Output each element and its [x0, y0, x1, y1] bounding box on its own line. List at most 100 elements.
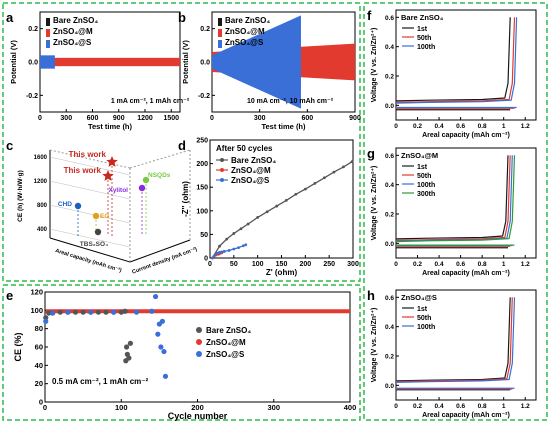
- series-point: [161, 348, 167, 355]
- x-tick-label: 0.8: [478, 403, 487, 410]
- legend-label: ZnSO₄@M: [53, 27, 93, 36]
- series-band: [40, 57, 180, 67]
- x-tick-label: 1.2: [521, 403, 530, 410]
- y-tick-label: 100: [30, 306, 43, 315]
- x-tick-label: 150: [276, 261, 288, 268]
- data-point-star: [106, 156, 118, 167]
- series-point: [265, 210, 269, 214]
- series-point: [43, 318, 49, 324]
- series-band: [212, 15, 301, 109]
- y-tick-label: 0: [204, 256, 208, 263]
- x-axis-label: Areal capacity (mAh cm⁻²): [422, 132, 510, 139]
- data-point: [92, 212, 100, 220]
- y-tick-label: 0.0: [200, 60, 210, 67]
- y-axis-label: CE (%): [13, 332, 23, 361]
- legend-swatch: [218, 40, 222, 48]
- series-point: [213, 253, 217, 257]
- panel-f: 0 0.2 0.4 0.6 0.8 1 1.2 0.0 0.2 0.4 0.6 Areal capac…: [370, 9, 537, 139]
- x-tick-label: 0.4: [435, 123, 444, 130]
- legend-label: 50th: [417, 315, 431, 322]
- series-point: [50, 310, 56, 316]
- x-tick-label: 200: [299, 261, 311, 268]
- y-tick-label: 0.6: [385, 295, 394, 302]
- series-band: [40, 55, 55, 69]
- series-point: [43, 315, 49, 321]
- series-point: [95, 309, 101, 315]
- x-axis-label: Cycle number: [168, 411, 228, 421]
- legend-marker: [196, 327, 202, 333]
- axis-left: [49, 237, 131, 263]
- legend-label: Bare ZnSO₄: [206, 326, 251, 335]
- chart-title: ZnSO₄@S: [401, 293, 437, 302]
- x-tick-label: 1.2: [521, 123, 530, 130]
- x-tick-label: 100: [115, 403, 128, 412]
- x-tick-label: 900: [113, 115, 125, 122]
- series-point: [244, 243, 248, 247]
- legend-label: 100th: [417, 44, 435, 51]
- legend-swatch: [46, 18, 50, 26]
- series-point: [275, 204, 279, 208]
- x-tick-label: 1: [502, 403, 506, 410]
- x-tick-label: 0.6: [456, 403, 465, 410]
- y-tick-label: 0.4: [385, 44, 394, 51]
- top-edge: [49, 149, 131, 169]
- series-point: [133, 309, 140, 315]
- panel-letter-c: c: [6, 138, 13, 153]
- x-tick-label: 50: [230, 261, 238, 268]
- y-axis-label: -Z'' (ohm): [181, 181, 190, 217]
- legend-label: 50th: [417, 173, 431, 180]
- y-tick-label: 40: [35, 361, 43, 370]
- legend-label: Bare ZnSO₄: [53, 16, 98, 25]
- y-tick-label: 0: [39, 398, 43, 407]
- x-tick-label: 0.2: [413, 261, 422, 268]
- series-point: [210, 256, 214, 260]
- panel-letter-d: d: [178, 138, 186, 153]
- series-point: [57, 309, 63, 315]
- y-axis-label: CE (h) (W·h/W·g): [17, 170, 24, 222]
- legend-label: Bare ZnSO₄: [231, 156, 276, 165]
- series-point: [225, 237, 229, 241]
- x-tick-label: 200: [191, 403, 204, 412]
- y-tick-label: 400: [37, 227, 48, 233]
- x-tick-label: 0.6: [456, 123, 465, 130]
- annotation: 0.5 mA cm⁻², 1 mAh cm⁻²: [52, 377, 149, 386]
- legend-label: ZnSO₄@M: [231, 166, 271, 175]
- x-tick-label: 1: [502, 261, 506, 268]
- series-line: [395, 17, 518, 104]
- y-tick-label: 0.4: [385, 182, 394, 189]
- series-point: [152, 293, 159, 300]
- x-tick-label: 400: [344, 403, 357, 412]
- chart-title: Bare ZnSO₄: [401, 13, 444, 22]
- legend-marker: [220, 168, 224, 172]
- x-tick-label: 0.4: [435, 261, 444, 268]
- y-axis-label: Voltage (V vs. Zn/Zn²⁺): [370, 28, 378, 103]
- series-point: [232, 247, 236, 251]
- series-line: [395, 17, 516, 103]
- series-point: [350, 160, 354, 164]
- y-tick-label: -0.2: [198, 93, 210, 100]
- legend-marker: [196, 339, 202, 345]
- x-tick-label: 300: [347, 261, 359, 268]
- data-point: [94, 228, 102, 236]
- legend-label: 300th: [417, 191, 435, 198]
- y-axis-label: Voltage (V vs. Zn/Zn²⁺): [370, 308, 378, 383]
- series-point: [303, 187, 307, 191]
- series-line: [395, 155, 509, 240]
- x-tick-label: 300: [60, 115, 72, 122]
- legend-marker: [220, 158, 224, 162]
- series-point: [218, 244, 221, 248]
- x-axis-label: Areal capacity (mAh cm⁻²): [422, 412, 510, 419]
- series-point: [313, 182, 317, 185]
- point-label: This work: [69, 150, 107, 159]
- x-tick-label: 0: [38, 115, 42, 122]
- x-tick-label: 0.2: [413, 123, 422, 130]
- series-point: [162, 373, 169, 379]
- series-point: [149, 308, 155, 314]
- y-tick-label: 0.2: [385, 74, 394, 81]
- x-tick-label: 0.6: [456, 261, 465, 268]
- legend-swatch: [46, 40, 50, 48]
- panel-letter-a: a: [6, 10, 14, 25]
- x-tick-label: 600: [301, 115, 313, 122]
- series-point: [72, 309, 79, 315]
- series-point: [218, 250, 221, 254]
